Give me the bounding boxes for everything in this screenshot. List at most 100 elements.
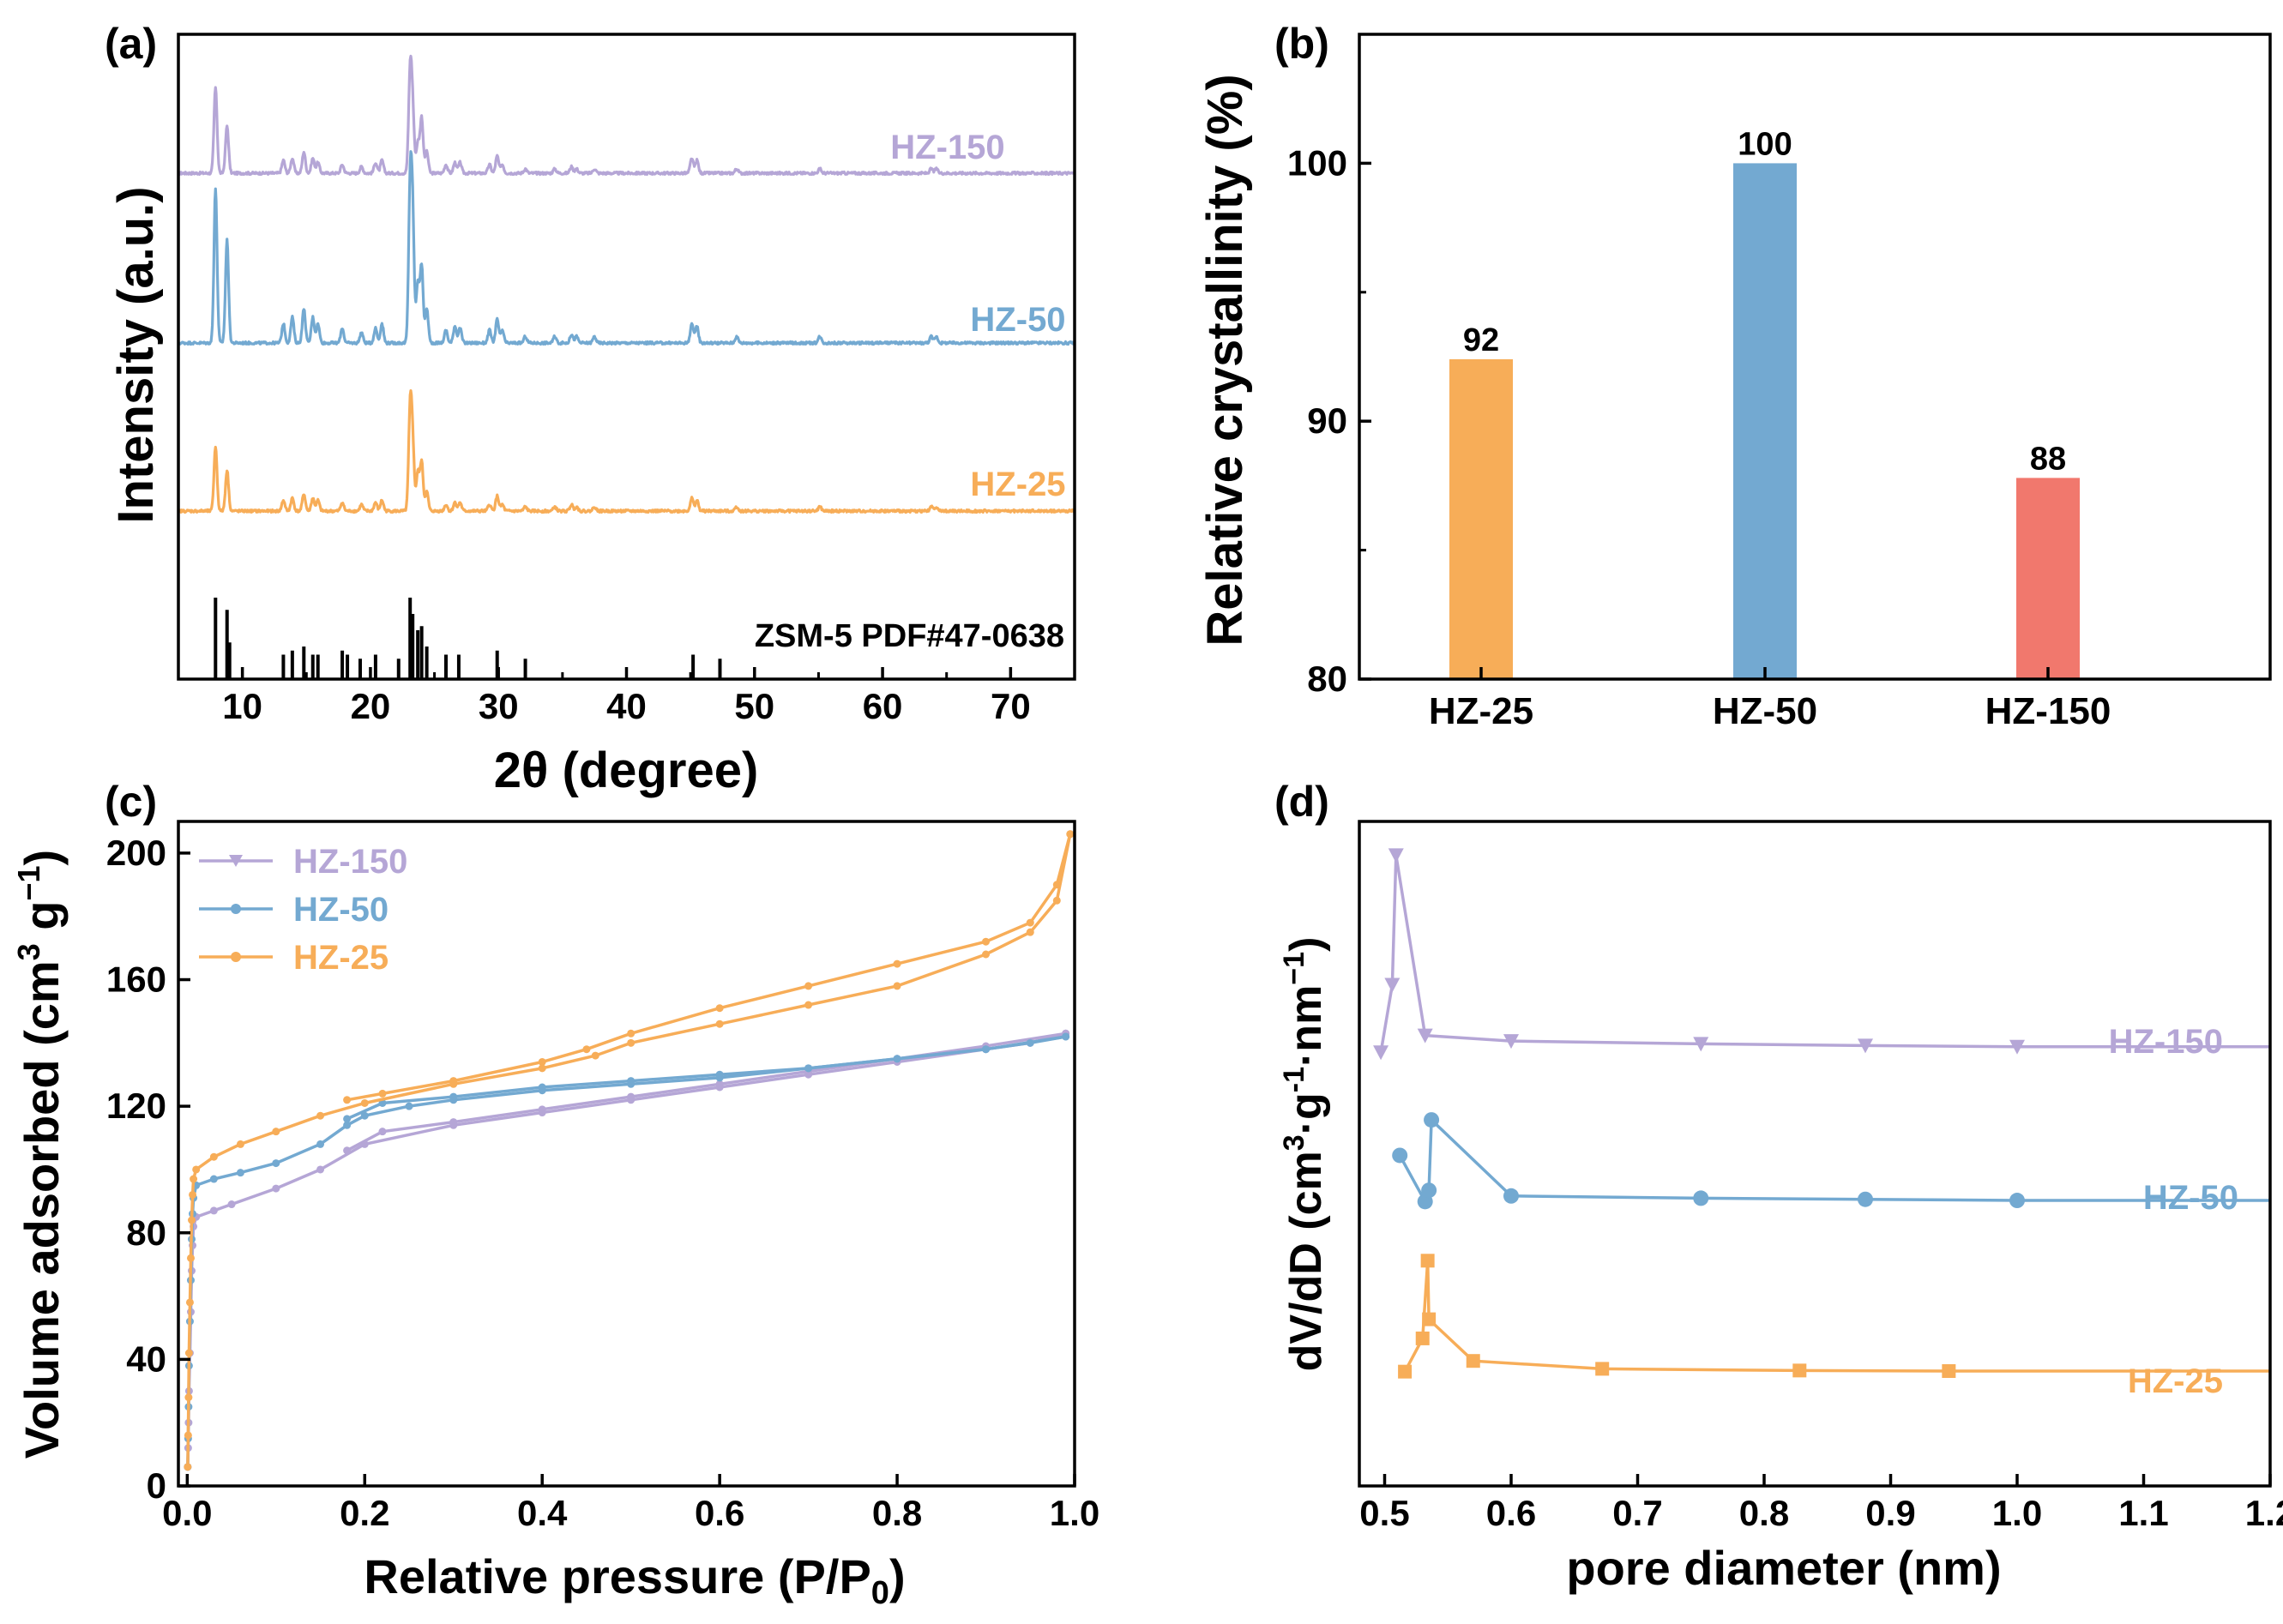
panel-d-x-tick-label: 0.6 bbox=[1486, 1493, 1536, 1533]
panel-b-bar-value-label: 100 bbox=[1738, 126, 1792, 162]
panel-c-data-point bbox=[360, 1111, 369, 1120]
panel-d-label: (d) bbox=[1274, 778, 1329, 826]
panel-d-series-label-hz50: HZ-50 bbox=[2143, 1179, 2238, 1217]
panel-d-square-marker bbox=[1792, 1363, 1807, 1378]
panel-d-circle-marker bbox=[1421, 1182, 1437, 1199]
panel-c-data-point bbox=[982, 1045, 991, 1054]
panel-d-ticks: 0.5 0.6 0.7 0.8 0.9 1.0 1.1 1.2 bbox=[1359, 1474, 2283, 1533]
panel-c-data-point bbox=[715, 1004, 724, 1013]
panel-c-data-point bbox=[343, 1121, 352, 1129]
panel-b-bar-hz-25 bbox=[1449, 359, 1513, 679]
panel-c-x-tick-label: 1.0 bbox=[1050, 1493, 1099, 1533]
panel-d-x-tick-label: 1.0 bbox=[1992, 1493, 2042, 1533]
panel-c-data-point bbox=[209, 1152, 218, 1161]
panel-c-data-point bbox=[186, 1254, 195, 1262]
panel-d-circle-marker bbox=[1693, 1190, 1709, 1206]
panel-c-data-point bbox=[804, 982, 813, 990]
panel-c-label: (c) bbox=[105, 778, 157, 826]
panel-d-circle-marker bbox=[1424, 1112, 1440, 1128]
panel-c-y-tick-label: 120 bbox=[106, 1086, 166, 1126]
panel-c-x-tick-label: 0.4 bbox=[517, 1493, 568, 1533]
panel-c-data-point bbox=[189, 1190, 197, 1199]
panel-d-triangle-marker bbox=[1503, 1034, 1519, 1050]
panel-d-triangle-marker bbox=[1417, 1028, 1433, 1044]
panel-b-y-tick-label: 100 bbox=[1287, 142, 1347, 183]
panel-c-data-point bbox=[982, 937, 991, 946]
panel-a-series-label-hz150: HZ-150 bbox=[890, 129, 1004, 166]
panel-a-x-axis-label: 2θ (degree) bbox=[494, 743, 759, 798]
panel-b-y-axis-label: Relative crystallinity (%) bbox=[1197, 74, 1253, 646]
panel-a-x-tick-label: 70 bbox=[991, 686, 1031, 726]
panel-a-x-tick-label: 40 bbox=[606, 686, 647, 726]
panel-c-data-point bbox=[209, 1206, 218, 1215]
panel-c-data-point bbox=[893, 982, 901, 990]
panel-c-data-point bbox=[893, 959, 901, 968]
panel-c-plot-area bbox=[184, 830, 1075, 1471]
panel-b-y-tick-label: 80 bbox=[1307, 659, 1347, 699]
panel-d-x-tick-label: 1.1 bbox=[2118, 1493, 2168, 1533]
panel-c-data-point bbox=[804, 1064, 813, 1073]
panel-c-isotherms: (c) 0.0 0.2 0.4 0.6 0.8 1.0 0 40 80 120 160 200 HZ-… bbox=[11, 778, 1099, 1611]
panel-c-data-point bbox=[627, 1077, 636, 1086]
panel-c-desorption-line-hz-150 bbox=[346, 1032, 1066, 1152]
panel-c-legend: HZ-150 HZ-50 HZ-25 bbox=[199, 843, 407, 977]
panel-a-series-line-hz-50 bbox=[177, 150, 1075, 346]
panel-c-data-point bbox=[236, 1169, 244, 1177]
panel-d-circle-marker bbox=[1503, 1188, 1519, 1204]
panel-d-x-tick-label: 0.7 bbox=[1612, 1493, 1662, 1533]
panel-c-legend-marker bbox=[229, 855, 243, 867]
panel-d-square-marker bbox=[1595, 1362, 1610, 1376]
panel-b-crystallinity: (b) 92 100 88 HZ-25 HZ-50 HZ-150 80 90 100 Rela… bbox=[1197, 20, 2272, 732]
panel-d-triangle-marker bbox=[1693, 1037, 1709, 1052]
panel-c-legend-label: HZ-25 bbox=[293, 939, 389, 977]
panel-c-data-point bbox=[272, 1184, 280, 1193]
panel-d-square-marker bbox=[1420, 1254, 1435, 1268]
panel-b-bar-hz-150 bbox=[2016, 478, 2080, 679]
panel-c-data-point bbox=[236, 1140, 244, 1148]
panel-c-data-point bbox=[1062, 1032, 1070, 1041]
panel-d-x-tick-label: 0.9 bbox=[1865, 1493, 1915, 1533]
panel-c-data-point bbox=[1052, 896, 1061, 905]
panel-a-x-tick-label: 10 bbox=[222, 686, 262, 726]
panel-c-ticks: 0.0 0.2 0.4 0.6 0.8 1.0 0 40 80 120 160 200 bbox=[106, 833, 1099, 1533]
panel-c-data-point bbox=[804, 1001, 813, 1009]
panel-d-circle-marker bbox=[2009, 1193, 2025, 1209]
panel-c-data-point bbox=[1052, 881, 1061, 889]
panel-d-square-marker bbox=[1398, 1364, 1413, 1379]
panel-c-legend-marker bbox=[231, 952, 241, 962]
panel-c-y-tick-label: 80 bbox=[126, 1212, 166, 1253]
panel-d-series-label-hz150: HZ-150 bbox=[2109, 1023, 2223, 1061]
panel-c-data-point bbox=[343, 1146, 352, 1155]
panel-c-data-point bbox=[192, 1165, 201, 1174]
panel-b-label: (b) bbox=[1274, 20, 1329, 68]
panel-b-bar-hz-50 bbox=[1733, 163, 1797, 679]
panel-d-circle-marker bbox=[1392, 1147, 1408, 1164]
panel-c-data-point bbox=[378, 1128, 387, 1136]
panel-d-series-line-hz-50 bbox=[1398, 1116, 2270, 1206]
panel-a-xrd: (a) 10 20 30 40 50 60 70 2θ (degree) Intensity… bbox=[105, 20, 1076, 798]
panel-a-series-label-hz50: HZ-50 bbox=[970, 301, 1065, 339]
panel-d-triangle-marker bbox=[1388, 848, 1404, 863]
panel-c-data-point bbox=[188, 1216, 196, 1224]
panel-b-bar-value-label: 92 bbox=[1463, 322, 1499, 358]
panel-d-x-tick-label: 0.8 bbox=[1739, 1493, 1789, 1533]
panel-c-y-tick-label: 160 bbox=[106, 959, 166, 1000]
panel-d-series-line-hz-25 bbox=[1403, 1260, 2270, 1373]
panel-b-bar-value-label: 88 bbox=[2030, 441, 2066, 477]
panel-c-data-point bbox=[185, 1298, 194, 1307]
panel-b-y-tick-label: 90 bbox=[1307, 400, 1347, 441]
panel-c-x-tick-label: 0.2 bbox=[340, 1493, 389, 1533]
panel-c-adsorption-line-hz-25 bbox=[186, 833, 1072, 1467]
panel-b-plot-area: 92 100 88 bbox=[1449, 126, 2080, 679]
panel-c-legend-label: HZ-150 bbox=[293, 843, 407, 881]
panel-c-data-point bbox=[538, 1105, 546, 1114]
panel-c-data-point bbox=[360, 1098, 369, 1107]
panel-d-circle-marker bbox=[1858, 1191, 1873, 1207]
panel-d-y-axis-label: dV/dD (cm3·g-1·nm−1) bbox=[1278, 937, 1331, 1372]
panel-d-square-marker bbox=[1466, 1354, 1480, 1368]
panel-c-data-point bbox=[893, 1055, 901, 1063]
panel-c-data-point bbox=[627, 1092, 636, 1101]
panel-d-series-label-hz25: HZ-25 bbox=[2128, 1362, 2223, 1400]
panel-c-data-point bbox=[1066, 830, 1075, 839]
